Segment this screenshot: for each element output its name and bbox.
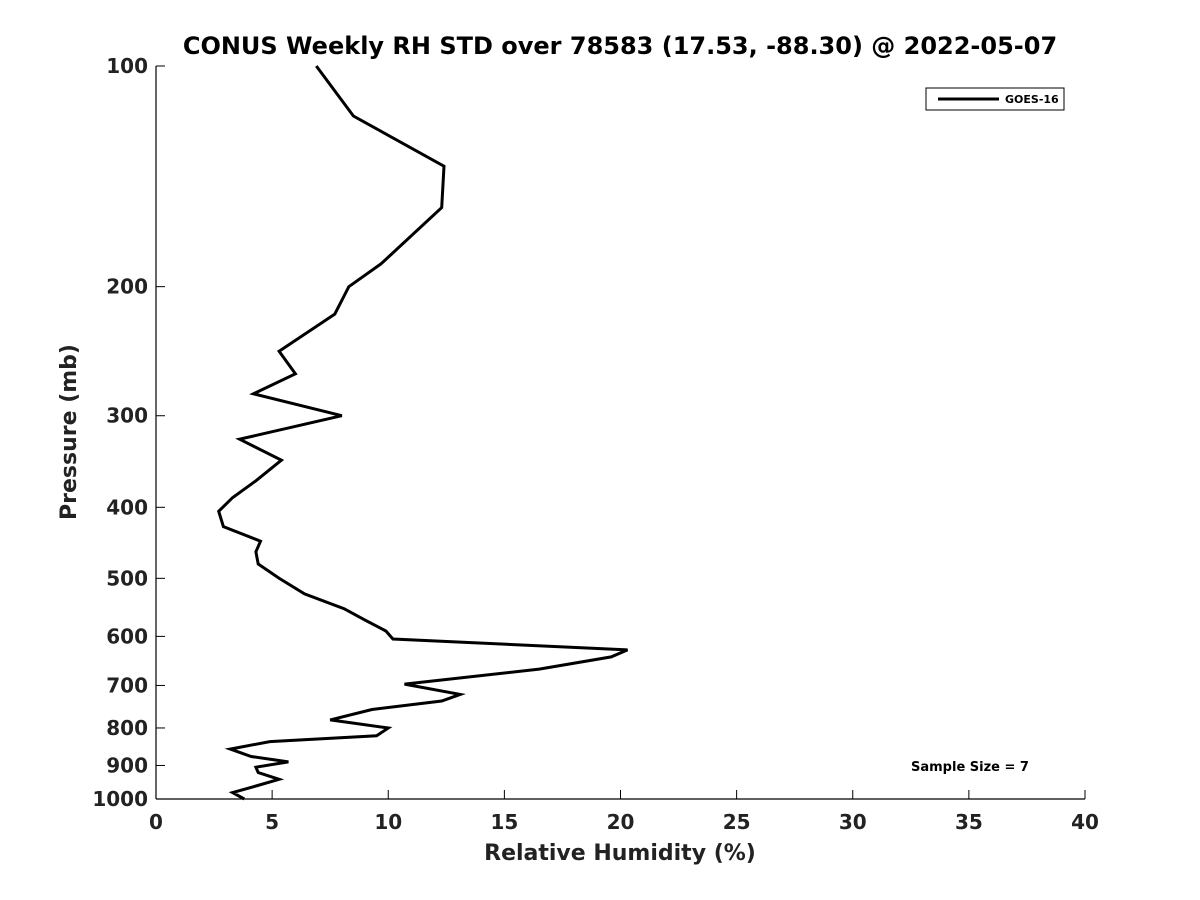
legend-entry-goes-16: GOES-16 <box>1005 93 1059 106</box>
y-tick-label-500: 500 <box>106 566 148 590</box>
x-ticks: 0 5 10 15 20 25 30 35 40 <box>149 790 1099 834</box>
series-line-goes-16 <box>216 65 629 801</box>
plot-axes <box>155 66 1085 800</box>
y-tick-label-1000: 1000 <box>92 787 148 811</box>
y-tick-label-200: 200 <box>106 275 148 299</box>
chart-title: CONUS Weekly RH STD over 78583 (17.53, -… <box>183 32 1057 60</box>
y-tick-label-900: 900 <box>106 753 148 777</box>
x-tick-label-15: 15 <box>490 810 518 834</box>
sample-size-annotation: Sample Size = 7 <box>911 760 1029 775</box>
series-layer <box>216 65 629 801</box>
y-axis-label: Pressure (mb) <box>57 344 82 520</box>
x-tick-label-20: 20 <box>607 810 635 834</box>
x-tick-label-35: 35 <box>955 810 983 834</box>
legend: GOES-16 <box>925 87 1065 111</box>
x-axis-label: Relative Humidity (%) <box>484 841 756 866</box>
x-tick-label-10: 10 <box>374 810 402 834</box>
x-tick-label-30: 30 <box>839 810 867 834</box>
x-tick-label-40: 40 <box>1071 810 1099 834</box>
y-ticks: 100 200 300 400 500 600 700 800 900 1000 <box>92 54 165 811</box>
x-tick-label-0: 0 <box>149 810 163 834</box>
y-tick-label-300: 300 <box>106 404 148 428</box>
x-tick-label-5: 5 <box>265 810 279 834</box>
y-tick-label-800: 800 <box>106 716 148 740</box>
y-tick-label-700: 700 <box>106 673 148 697</box>
x-tick-label-25: 25 <box>723 810 751 834</box>
y-tick-label-600: 600 <box>106 624 148 648</box>
y-tick-label-400: 400 <box>106 495 148 519</box>
y-tick-label-100: 100 <box>106 54 148 78</box>
